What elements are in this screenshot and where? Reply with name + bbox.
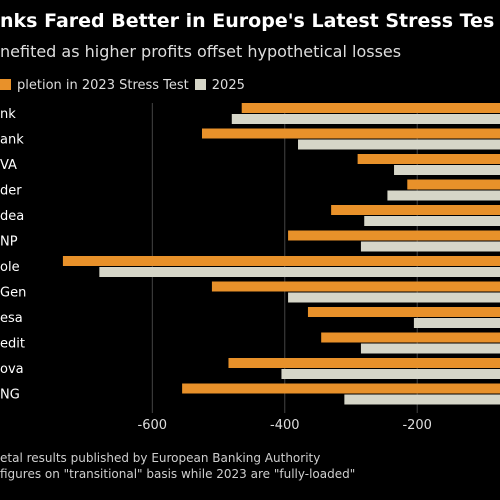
legend-label-a: pletion in 2023 Stress Test xyxy=(17,78,189,93)
category-label: ole xyxy=(0,260,20,275)
bar-b xyxy=(344,394,500,405)
x-tick-label: -200 xyxy=(402,418,432,433)
source-line-2: figures on "transitional" basis while 20… xyxy=(0,467,356,481)
x-tick-label: -400 xyxy=(270,418,300,433)
bar-a xyxy=(307,307,500,317)
bar-a xyxy=(228,358,500,368)
bar-a xyxy=(241,103,500,113)
x-tick-label: -600 xyxy=(138,418,168,433)
chart-legend: pletion in 2023 Stress Test 2025 xyxy=(0,78,500,98)
category-label: dea xyxy=(0,209,24,224)
bar-a xyxy=(407,179,500,190)
bar-a xyxy=(201,128,500,139)
bar-b xyxy=(298,139,500,150)
legend-swatch-b xyxy=(194,79,206,90)
bar-b xyxy=(364,216,500,226)
bar-a xyxy=(321,332,500,343)
chart-source: etal results published by European Banki… xyxy=(0,450,500,482)
bar-b xyxy=(288,292,500,303)
source-line-1: etal results published by European Banki… xyxy=(0,451,321,465)
chart-title: nks Fared Better in Europe's Latest Stre… xyxy=(0,10,495,32)
bar-a xyxy=(331,205,500,215)
legend-label-b: 2025 xyxy=(211,78,245,93)
category-label: ank xyxy=(0,133,24,148)
bar-chart: nk ank VA der dea NP ole Gen esa edit ova NG -600 -40… xyxy=(0,103,500,433)
legend-swatch-a xyxy=(0,79,11,90)
bar-b xyxy=(281,369,500,379)
category-label: der xyxy=(0,184,22,199)
bar-a xyxy=(211,281,500,292)
bar-b xyxy=(360,241,500,252)
bar-b xyxy=(394,165,500,175)
category-label: ova xyxy=(0,362,24,377)
chart-subtitle: nefited as higher profits offset hypothe… xyxy=(0,42,402,61)
bar-b xyxy=(231,114,500,124)
category-label: esa xyxy=(0,311,23,326)
category-label: NG xyxy=(0,388,20,403)
bar-a xyxy=(357,154,500,164)
category-label: edit xyxy=(0,337,25,352)
bar-b xyxy=(360,343,500,354)
category-label: nk xyxy=(0,107,16,122)
category-label: NP xyxy=(0,235,18,250)
bar-b xyxy=(387,190,500,201)
bar-a xyxy=(182,383,500,394)
category-label: Gen xyxy=(0,286,26,301)
bar-a xyxy=(288,230,500,241)
bar-a xyxy=(62,256,500,266)
bar-b xyxy=(413,318,500,328)
bar-b xyxy=(99,267,500,277)
category-label: VA xyxy=(0,158,17,173)
